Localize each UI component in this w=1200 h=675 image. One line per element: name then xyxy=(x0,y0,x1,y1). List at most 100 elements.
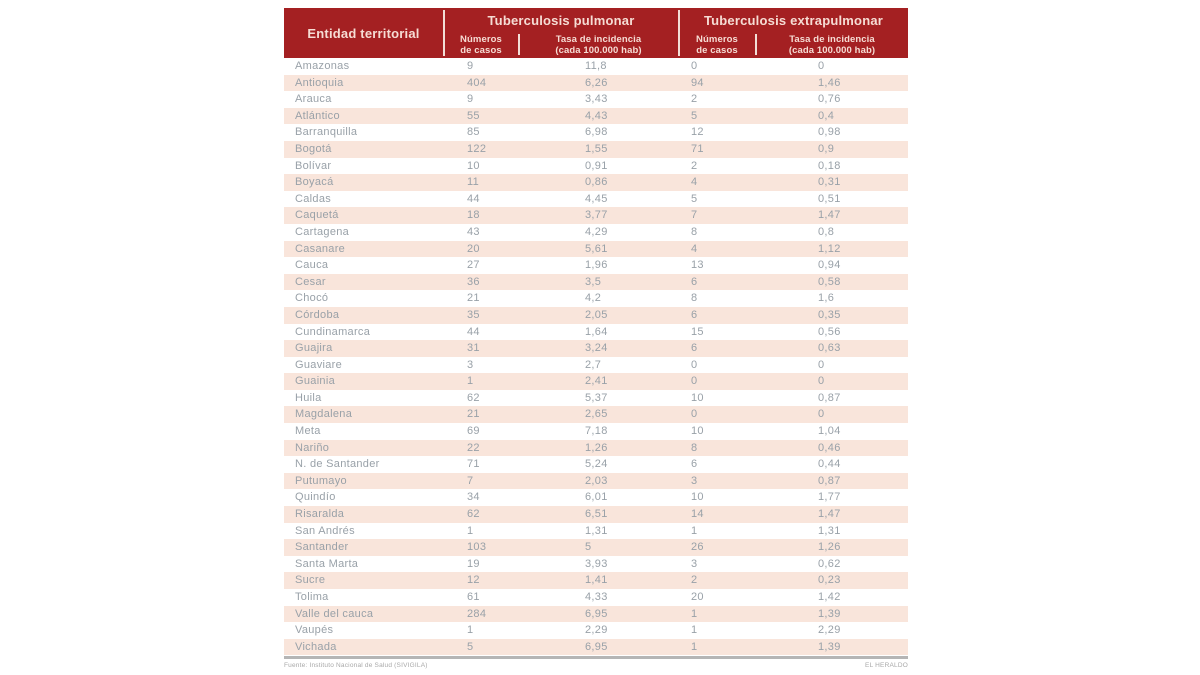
cell-value: 3,77 xyxy=(585,209,608,222)
cell-value: 6 xyxy=(691,458,698,471)
table-row: Caquetá 18 3,77 7 1,47 xyxy=(284,207,908,224)
entity-name: Tolima xyxy=(295,591,329,603)
cell-value: 7 xyxy=(691,209,698,222)
cell-value: 2,05 xyxy=(585,308,608,321)
entity-name: Vaupés xyxy=(295,624,334,637)
entity-name: Meta xyxy=(295,425,321,438)
entity-name: Cartagena xyxy=(295,225,350,238)
cell-value: 284 xyxy=(467,607,487,620)
cell-value: 3 xyxy=(691,557,698,570)
cell-value: 0 xyxy=(818,358,825,371)
cell-value: 2,65 xyxy=(585,408,608,421)
table-body: Amazonas 9 11,8 0 0 Antioquia 404 6,26 94 1,46 Ara… xyxy=(284,58,908,656)
cell-value: 1 xyxy=(691,640,698,653)
table-row: Cartagena 43 4,29 8 0,8 xyxy=(284,223,908,241)
cell-value: 2,29 xyxy=(585,624,608,637)
tuberculosis-table: Entidad territorial Tuberculosis pulmona… xyxy=(284,8,908,669)
entity-name: Caquetá xyxy=(295,209,339,222)
table-row: Casanare 20 5,61 4 1,12 xyxy=(284,240,908,258)
cell-value: 4 xyxy=(691,242,698,255)
section-title-extrapulmonar: Tuberculosis extrapulmonar xyxy=(703,13,884,28)
cell-value: 2,41 xyxy=(585,375,608,388)
table-row: Tolima 61 4,33 20 1,42 xyxy=(284,589,908,606)
entity-name: Huila xyxy=(295,391,322,404)
cell-value: 10 xyxy=(691,391,704,404)
cell-value: 404 xyxy=(467,76,487,89)
cell-value: 0,76 xyxy=(818,93,841,106)
cell-value: 8 xyxy=(691,225,698,238)
cell-value: 85 xyxy=(467,126,480,139)
cell-value: 1 xyxy=(467,375,474,388)
header-divider xyxy=(678,10,680,56)
cell-value: 1,31 xyxy=(585,524,608,537)
cell-value: 6,95 xyxy=(585,607,608,620)
entity-name: Putumayo xyxy=(295,474,347,487)
entity-name: Cundinamarca xyxy=(295,325,371,338)
table-row: San Andrés 1 1,31 1 1,31 xyxy=(284,522,908,540)
table-row: Magdalena 21 2,65 0 0 xyxy=(284,406,908,424)
cell-value: 0,87 xyxy=(818,474,841,487)
cell-value: 71 xyxy=(467,458,480,471)
cell-value: 6,95 xyxy=(585,640,608,653)
cell-value: 11 xyxy=(467,176,480,189)
cell-value: 0 xyxy=(691,60,698,72)
table-row: Bogotá 122 1,55 71 0,9 xyxy=(284,140,908,158)
cell-value: 0,86 xyxy=(585,176,608,189)
cell-value: 6 xyxy=(691,342,698,355)
cell-value: 0 xyxy=(818,375,825,388)
header-line: Números xyxy=(696,34,738,45)
cell-value: 0 xyxy=(691,358,698,371)
cell-value: 34 xyxy=(467,491,480,504)
table-row: Risaralda 62 6,51 14 1,47 xyxy=(284,506,908,523)
table-row: Vichada 5 6,95 1 1,39 xyxy=(284,638,908,656)
header-line: de casos xyxy=(696,44,738,56)
cell-value: 9 xyxy=(467,60,474,72)
entity-name: Nariño xyxy=(295,441,330,454)
cell-value: 1,26 xyxy=(818,541,841,554)
table-row: Arauca 9 3,43 2 0,76 xyxy=(284,91,908,108)
cell-value: 1,47 xyxy=(818,209,841,222)
cell-value: 5 xyxy=(691,192,698,205)
table-row: Santander 103 5 26 1,26 xyxy=(284,539,908,556)
cell-value: 122 xyxy=(467,142,487,155)
entity-name: Córdoba xyxy=(295,308,340,321)
header-line: Números xyxy=(460,34,502,45)
table-row: Nariño 22 1,26 8 0,46 xyxy=(284,439,908,457)
entity-name: Vichada xyxy=(295,640,337,653)
table-row: Vaupés 1 2,29 1 2,29 xyxy=(284,622,908,639)
entity-name: Santa Marta xyxy=(295,557,359,570)
cell-value: 0 xyxy=(691,375,698,388)
cell-value: 1,47 xyxy=(818,508,841,521)
cell-value: 1 xyxy=(467,624,474,637)
cell-value: 1,39 xyxy=(818,640,841,653)
entity-name: Amazonas xyxy=(295,60,350,72)
cell-value: 0 xyxy=(818,60,825,72)
table-row: Caldas 44 4,45 5 0,51 xyxy=(284,190,908,208)
cell-value: 8 xyxy=(691,292,698,305)
section-title-pulmonar: Tuberculosis pulmonar xyxy=(487,13,635,28)
entity-name: Guaviare xyxy=(295,358,343,371)
cell-value: 21 xyxy=(467,292,480,305)
cell-value: 1 xyxy=(467,524,474,537)
cell-value: 1,64 xyxy=(585,325,608,338)
cell-value: 12 xyxy=(691,126,704,139)
cell-value: 4,33 xyxy=(585,591,608,603)
cell-value: 1,41 xyxy=(585,574,608,587)
table-row: Bolívar 10 0,91 2 0,18 xyxy=(284,157,908,175)
entity-name: Guainia xyxy=(295,375,336,388)
entity-name: San Andrés xyxy=(295,524,355,537)
table-row: Amazonas 9 11,8 0 0 xyxy=(284,58,908,75)
cell-value: 2,03 xyxy=(585,474,608,487)
cell-value: 1,31 xyxy=(818,524,841,537)
entity-name: N. de Santander xyxy=(295,458,380,471)
cell-value: 35 xyxy=(467,308,480,321)
cell-value: 31 xyxy=(467,342,480,355)
cell-value: 5 xyxy=(585,541,592,554)
cell-value: 0 xyxy=(818,408,825,421)
header-line: Tasa de incidencia xyxy=(555,34,642,45)
cell-value: 6,01 xyxy=(585,491,608,504)
entity-name: Boyacá xyxy=(295,176,334,189)
cell-value: 2 xyxy=(691,159,698,172)
entity-name: Magdalena xyxy=(295,408,353,421)
